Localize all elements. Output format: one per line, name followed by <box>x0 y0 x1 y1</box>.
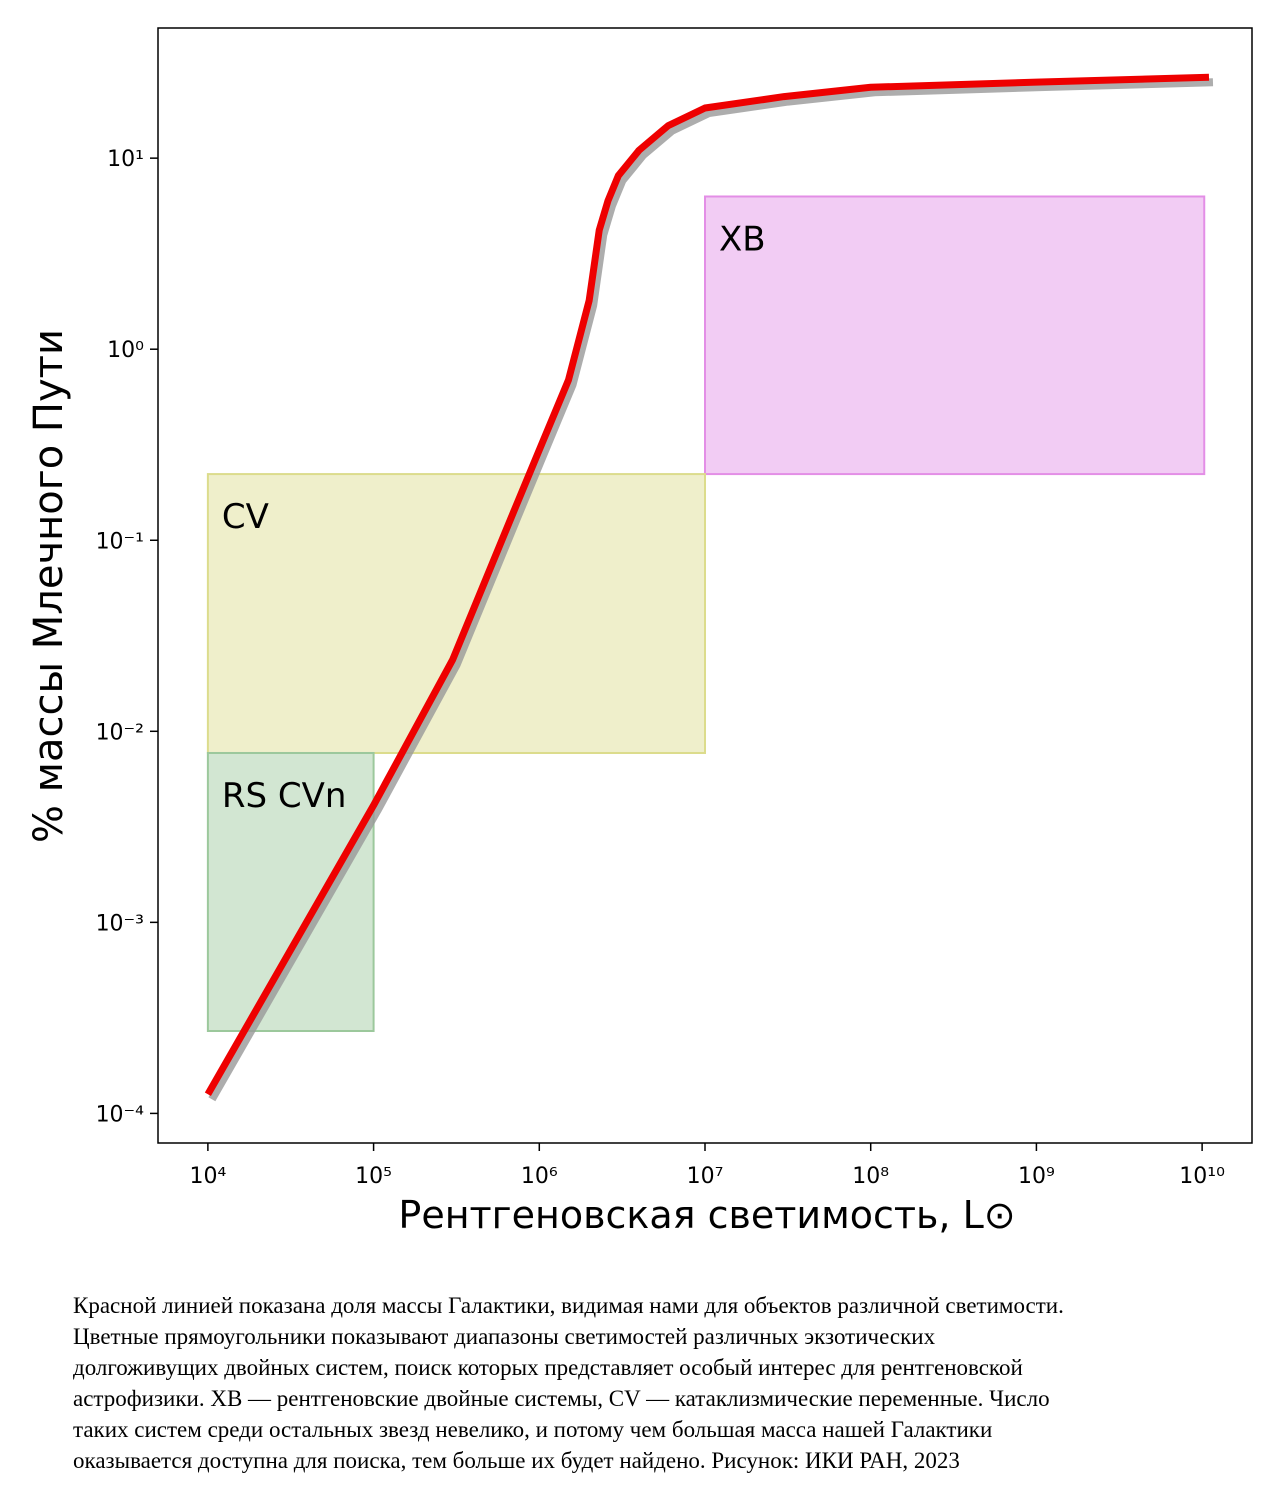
y-tick-label: 10⁰ <box>107 338 144 363</box>
chart: Рентгеновская светимость, L⊙ % массы Мле… <box>26 27 1253 1237</box>
caption-line: Красной линией показана доля массы Галак… <box>73 1293 1064 1318</box>
y-tick-label: 10⁻⁴ <box>96 1102 145 1127</box>
x-tick-label: 10⁹ <box>1018 1164 1055 1189</box>
caption-line: долгоживущих двойных систем, поиск котор… <box>73 1355 1023 1380</box>
region-label: XB <box>719 219 766 259</box>
x-tick-label: 10⁶ <box>521 1164 558 1189</box>
x-axis-label: Рентгеновская светимость, L⊙ <box>398 1193 1015 1237</box>
line <box>204 73 1210 1096</box>
x-tick-label: 10⁵ <box>355 1164 392 1189</box>
region-label: RS CVn <box>222 776 347 816</box>
caption-line: оказывается доступна для поиска, тем бол… <box>73 1448 960 1473</box>
region <box>206 751 375 1032</box>
caption-line: астрофизики. XB — рентгеновские двойные … <box>73 1386 1050 1411</box>
caption-line: Цветные прямоугольники показывают диапаз… <box>73 1324 936 1349</box>
y-axis-label: % массы Млечного Пути <box>26 329 72 843</box>
x-tick-label: 10⁷ <box>687 1164 724 1189</box>
line-shadow <box>208 78 1214 1102</box>
region <box>206 473 706 754</box>
region <box>704 195 1206 476</box>
y-tick-label: 10⁻² <box>96 720 144 745</box>
y-tick-label: 10⁻¹ <box>96 529 144 554</box>
caption-line: таких систем среди остальных звезд невел… <box>73 1417 993 1442</box>
caption: Красной линией показана доля массы Галак… <box>73 1290 1253 1476</box>
x-tick-label: 10⁴ <box>189 1164 226 1189</box>
x-tick-label: 10¹⁰ <box>1179 1164 1225 1189</box>
y-tick-label: 10¹ <box>107 147 144 172</box>
x-tick-label: 10⁸ <box>852 1164 889 1189</box>
region-label: CV <box>222 497 269 537</box>
y-tick-label: 10⁻³ <box>96 911 144 936</box>
